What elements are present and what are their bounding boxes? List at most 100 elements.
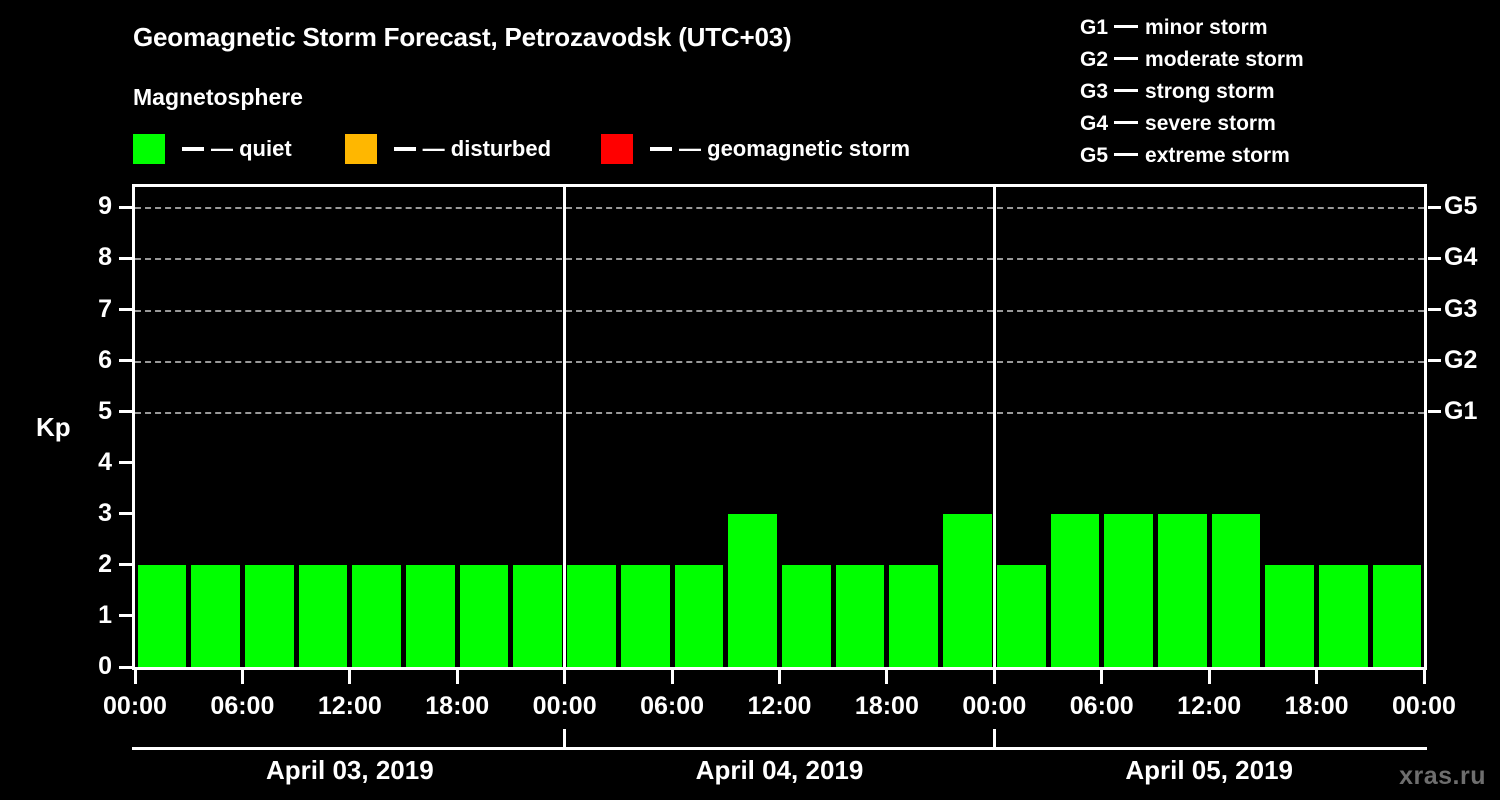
bar-kp — [406, 564, 455, 667]
legend-dash-icon — [393, 147, 416, 151]
x-tick-label-10: 12:00 — [1177, 692, 1242, 720]
legend-item-storm: — geomagnetic storm — [601, 133, 910, 165]
bar-kp — [1211, 513, 1261, 667]
g-tick-label-g4: G4 — [1444, 243, 1478, 272]
g-tick-label-g5: G5 — [1444, 192, 1478, 221]
bar-kp — [191, 564, 240, 667]
legend-dash-icon — [650, 147, 673, 151]
y-tick-label-1: 1 — [98, 600, 112, 629]
x-tick-label-5: 06:00 — [640, 692, 705, 720]
y-tick-mark-9 — [119, 205, 132, 209]
y-tick-mark-1 — [119, 614, 132, 618]
bar-kp — [352, 564, 402, 667]
g-tick-mark-g1 — [1428, 410, 1441, 414]
x-tick-mark-3 — [455, 670, 459, 684]
bar-kp — [996, 564, 1046, 667]
legend-heading: Magnetosphere — [133, 84, 303, 110]
y-tick-mark-6 — [119, 359, 132, 363]
x-tick-label-12: 00:00 — [1392, 692, 1456, 720]
bar-kp — [620, 564, 670, 667]
date-label-day-1: April 03, 2019 — [266, 755, 434, 785]
bar-kp — [1104, 513, 1153, 667]
y-tick-mark-3 — [119, 512, 132, 516]
legend-swatch-disturbed — [344, 134, 377, 164]
g-key-row-g1: G1 minor storm — [1080, 12, 1480, 44]
watermark: xras.ru — [1399, 762, 1486, 790]
x-tick-label-7: 18:00 — [854, 692, 919, 720]
x-tick-mark-7 — [885, 670, 889, 684]
legend-dash-icon — [182, 147, 204, 151]
y-tick-label-2: 2 — [98, 549, 112, 578]
g-key-code: G2 — [1080, 48, 1109, 71]
x-tick-mark-6 — [778, 670, 781, 684]
x-tick-label-0: 00:00 — [103, 692, 167, 720]
g-key-dash-icon — [1114, 25, 1139, 28]
x-tick-label-9: 06:00 — [1069, 692, 1134, 720]
bar-kp — [137, 564, 187, 667]
x-tick-label-1: 06:00 — [210, 692, 275, 720]
g-key-label: moderate storm — [1145, 48, 1304, 71]
date-label-day-2: April 04, 2019 — [695, 755, 864, 785]
g-tick-label-g3: G3 — [1444, 294, 1478, 323]
bar-kp — [835, 564, 885, 667]
g-key-label: minor storm — [1145, 16, 1268, 39]
x-tick-mark-1 — [240, 670, 244, 684]
legend-swatch-storm — [601, 134, 634, 164]
bar-kp — [889, 564, 939, 667]
bar-kp — [1372, 564, 1422, 667]
g-key-code: G3 — [1080, 80, 1109, 103]
x-tick-mark-11 — [1315, 670, 1319, 684]
g-tick-mark-g4 — [1428, 256, 1441, 260]
x-tick-mark-10 — [1207, 670, 1211, 684]
x-tick-label-4: 00:00 — [532, 692, 597, 720]
bar-kp — [1265, 564, 1315, 667]
x-tick-label-6: 12:00 — [747, 692, 812, 720]
plot-area — [132, 184, 1427, 670]
day-divider — [992, 187, 996, 667]
bar-kp — [513, 564, 563, 667]
y-tick-mark-5 — [119, 410, 132, 414]
date-bracket-tick — [992, 729, 996, 747]
g-tick-label-g1: G1 — [1444, 396, 1478, 425]
bar-kp — [674, 564, 724, 667]
date-bracket-tick — [563, 729, 567, 747]
legend-item-disturbed: — disturbed — [344, 133, 552, 165]
date-label-day-3: April 05, 2019 — [1125, 755, 1293, 785]
x-tick-label-11: 18:00 — [1284, 692, 1349, 720]
bar-kp — [244, 564, 294, 667]
y-tick-label-7: 7 — [98, 294, 112, 323]
y-tick-label-4: 4 — [98, 447, 112, 476]
g-key-code: G5 — [1080, 144, 1109, 167]
x-tick-label-8: 00:00 — [962, 692, 1027, 720]
gridline-kp-9 — [135, 207, 1424, 210]
x-tick-label-2: 12:00 — [317, 692, 382, 720]
legend-item-quiet: — quiet — [133, 133, 292, 165]
g-key-dash-icon — [1114, 153, 1139, 156]
y-tick-label-8: 8 — [98, 243, 112, 272]
y-tick-label-5: 5 — [98, 396, 112, 425]
x-tick-label-3: 18:00 — [425, 692, 490, 720]
g-key-dash-icon — [1114, 89, 1139, 92]
y-tick-mark-8 — [119, 256, 132, 260]
x-tick-mark-4 — [563, 670, 567, 684]
day-divider — [563, 187, 567, 667]
bar-kp — [943, 513, 992, 667]
legend: — quiet — disturbed — geomagnetic storm — [133, 133, 910, 165]
g-key-dash-icon — [1114, 57, 1139, 60]
g-tick-label-g2: G2 — [1444, 345, 1478, 374]
g-tick-mark-g3 — [1428, 308, 1441, 312]
g-key-row-g4: G4 severe storm — [1080, 108, 1480, 140]
g-key-label: severe storm — [1145, 112, 1276, 135]
bar-kp — [1157, 513, 1207, 667]
legend-label-disturbed: — disturbed — [422, 136, 552, 161]
g-key-code: G1 — [1080, 16, 1109, 39]
g-key-row-g5: G5 extreme storm — [1080, 140, 1480, 172]
x-tick-mark-5 — [670, 670, 674, 684]
g-tick-mark-g5 — [1428, 205, 1441, 209]
g-key-row-g3: G3 strong storm — [1080, 76, 1480, 108]
g-scale-key: G1 minor storm G2 moderate storm G3 strong st… — [1080, 12, 1480, 172]
gridline-kp-8 — [135, 258, 1424, 261]
bar-kp — [298, 564, 348, 667]
page-title: Geomagnetic Storm Forecast, Petrozavodsk… — [133, 22, 792, 52]
date-bracket — [132, 747, 1427, 750]
